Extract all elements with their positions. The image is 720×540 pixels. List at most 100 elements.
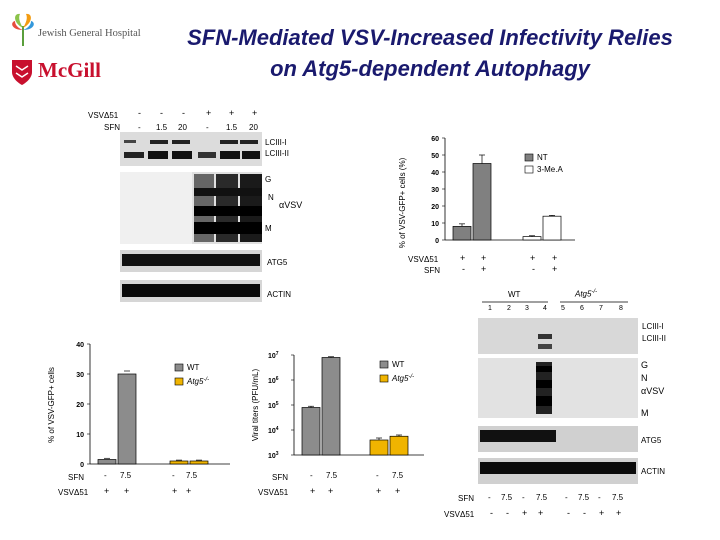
bar — [522, 236, 542, 241]
jgh-logo-text: Jewish General Hospital — [38, 28, 141, 39]
legend-swatch-atg5 — [174, 377, 184, 386]
vsv-condition: + — [376, 486, 382, 496]
sfn-condition: 7.5 — [612, 493, 624, 502]
bar — [301, 407, 321, 456]
sfn-condition: - — [138, 123, 141, 132]
sfn-condition: 7.5 — [392, 471, 404, 480]
band — [536, 380, 552, 388]
y-tick-label: 0 — [435, 238, 439, 245]
blot-bottom-lc3-1-label: LCIII-I — [642, 322, 664, 331]
sfn-condition: 7.5 — [186, 471, 198, 480]
sfn-condition: - — [462, 264, 465, 274]
blot-bottom-actin-label: ACTIN — [641, 467, 665, 476]
bar — [472, 163, 492, 241]
band — [536, 396, 552, 406]
group-atg5-label: Atg5-/- — [575, 289, 597, 299]
blot-bottom-m-label: M — [641, 408, 649, 418]
vsv-condition: + — [229, 108, 235, 118]
bar — [389, 435, 409, 456]
blot-bottom-sfn-label: SFN — [458, 494, 474, 503]
band — [538, 334, 552, 339]
band — [172, 140, 190, 144]
sfn-condition: - — [376, 471, 379, 480]
sfn-condition: 7.5 — [501, 493, 513, 502]
vsv-condition: - — [490, 508, 493, 518]
y-tick-exponent: 3 — [276, 451, 279, 457]
mcgill-crest-icon — [10, 58, 34, 91]
bar — [189, 460, 209, 465]
blot-bottom-n-label: N — [641, 373, 648, 383]
chart-nt-ylabel: % of VSV-GFP+ cells (%) — [398, 157, 407, 248]
chart-nt-bars — [452, 154, 562, 241]
band — [480, 430, 556, 442]
chart-gfp-vsv-label: VSVΔ51 — [58, 488, 89, 497]
blot-top-n-label: N — [268, 193, 274, 202]
band — [198, 152, 216, 158]
band — [194, 222, 262, 234]
vsv-condition: - — [506, 508, 509, 518]
y-tick-label: 40 — [431, 170, 439, 177]
sfn-condition: 7.5 — [536, 493, 548, 502]
vsv-condition: + — [310, 486, 316, 496]
title-line-2: on Atg5-dependent Autophagy — [270, 56, 590, 81]
sfn-condition: 20 — [249, 123, 258, 132]
y-tick-exponent: 7 — [276, 351, 279, 357]
band — [194, 188, 262, 196]
chart-gfp: % of VSV-GFP+ cells 0 10 20 30 40 WT Atg5-/- — [47, 342, 230, 469]
sfn-condition: 7.5 — [578, 493, 590, 502]
vsv-condition: + — [616, 508, 622, 518]
sfn-condition: 20 — [178, 123, 187, 132]
blot-top-lc3-1-label: LCIII-I — [265, 138, 287, 147]
legend-swatch-nt — [524, 153, 534, 162]
blot-top-avsv-label: αVSV — [279, 200, 303, 210]
chart-titer-legend-atg5-text: Atg5 — [391, 374, 409, 383]
chart-nt-vsv-label: VSVΔ51 — [408, 255, 439, 264]
sfn-condition: 7.5 — [120, 471, 132, 480]
bar — [169, 460, 189, 465]
vsv-condition: + — [328, 486, 334, 496]
vsv-condition: + — [538, 508, 544, 518]
blot-bottom-avsv-label: αVSV — [641, 386, 665, 396]
vsv-condition: - — [583, 508, 586, 518]
band — [150, 140, 168, 144]
vsv-condition: + — [186, 486, 192, 496]
band — [122, 254, 260, 266]
y-tick-base: 10 — [268, 378, 276, 385]
band — [194, 206, 262, 216]
blot-bottom-image — [478, 318, 638, 484]
sfn-condition: - — [522, 493, 525, 502]
chart-nt-sfn-label: SFN — [424, 266, 440, 275]
legend-swatch-atg5 — [379, 374, 389, 383]
y-tick-label: 30 — [431, 187, 439, 194]
vsv-condition: + — [172, 486, 178, 496]
y-tick-label: 104 — [268, 426, 279, 435]
chart-titer-ylabel: Viral titers (PFU/mL) — [251, 369, 260, 442]
chart-gfp-legend-atg5-text: Atg5 — [186, 377, 204, 386]
y-tick-base: 10 — [268, 428, 276, 435]
sfn-condition: + — [552, 264, 558, 274]
lane-number: 6 — [580, 305, 584, 312]
jgh-logo — [8, 8, 148, 48]
vsv-condition: + — [124, 486, 130, 496]
band — [538, 344, 552, 349]
band — [480, 462, 636, 474]
y-tick-base: 10 — [268, 453, 276, 460]
chart-titer-legend-atg5: Atg5-/- — [391, 374, 414, 383]
sfn-condition: - — [532, 264, 535, 274]
blot-top-vsv-label: VSVΔ51 — [88, 111, 119, 120]
y-tick-label: 10 — [431, 221, 439, 228]
chart-gfp-legend-atg5-sup: -/- — [203, 377, 209, 383]
vsv-condition: + — [104, 486, 110, 496]
bar — [369, 439, 389, 456]
vsv-condition: + — [481, 253, 487, 263]
y-tick-label: 106 — [268, 376, 279, 385]
lane-number: 1 — [488, 305, 492, 312]
vsv-condition: - — [138, 108, 141, 118]
blot-bottom-atg5-label: ATG5 — [641, 436, 662, 445]
y-tick-label: 105 — [268, 401, 279, 410]
blot-top-actin-label: ACTIN — [267, 290, 291, 299]
blot-bottom-vsv-label: VSVΔ51 — [444, 510, 475, 519]
chart-titer-vsv-label: VSVΔ51 — [258, 488, 289, 497]
page-title: SFN-Mediated VSV-Increased Infectivity R… — [150, 22, 710, 84]
group-atg5-sup: -/- — [591, 289, 598, 295]
